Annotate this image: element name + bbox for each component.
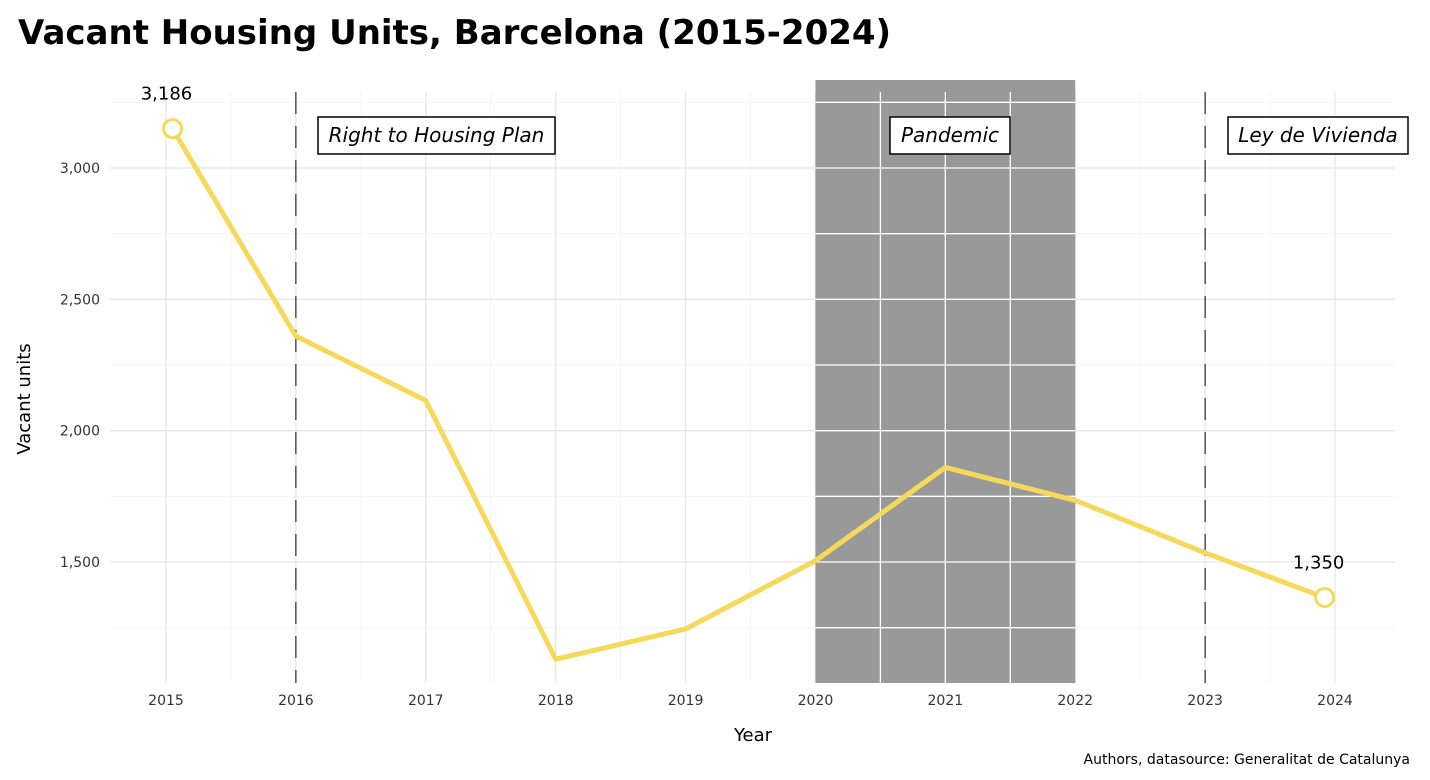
data-point <box>553 656 559 662</box>
x-tick-label: 2017 <box>408 693 444 709</box>
chart-title: Vacant Housing Units, Barcelona (2015-20… <box>18 13 891 53</box>
data-point <box>683 626 689 632</box>
pandemic-annotation-text: Pandemic <box>901 123 999 147</box>
x-tick-label: 2021 <box>928 693 964 709</box>
point-value-label: 1,350 <box>1293 552 1345 573</box>
right-to-housing-annotation-text: Right to Housing Plan <box>329 123 545 147</box>
data-point <box>423 397 429 403</box>
x-tick-label: 2024 <box>1317 693 1353 709</box>
x-tick-label: 2019 <box>668 693 704 709</box>
data-point <box>1202 550 1208 556</box>
x-tick-label: 2023 <box>1187 693 1223 709</box>
series-line-0 <box>169 126 1328 662</box>
chart-caption: Authors, datasource: Generalitat de Cata… <box>1084 752 1410 768</box>
x-tick-label: 2016 <box>278 693 314 709</box>
highlight-point-marker <box>1314 586 1336 608</box>
x-tick-label: 2015 <box>148 693 184 709</box>
y-tick-label: 3,000 <box>60 161 100 177</box>
data-point <box>812 558 818 564</box>
right-to-housing-annotation-box <box>317 116 556 155</box>
x-axis-title: Year <box>733 725 773 746</box>
data-point <box>942 464 948 470</box>
point-value-label: 3,186 <box>141 84 193 105</box>
y-tick-label: 2,000 <box>60 424 100 440</box>
ley-de-vivienda-annotation-text: Ley de Vivienda <box>1238 123 1398 147</box>
y-tick-label: 1,500 <box>60 555 100 571</box>
x-tick-label: 2022 <box>1057 693 1093 709</box>
x-tick-label: 2020 <box>798 693 834 709</box>
data-point <box>293 333 299 339</box>
x-tick-label: 2018 <box>538 693 574 709</box>
pandemic-annotation-box <box>889 116 1011 155</box>
data-point <box>1072 497 1078 503</box>
y-tick-label: 2,500 <box>60 292 100 308</box>
ley-de-vivienda-annotation-box <box>1227 116 1409 155</box>
y-axis-title: Vacant units <box>14 343 35 454</box>
highlight-point-marker <box>161 118 183 140</box>
